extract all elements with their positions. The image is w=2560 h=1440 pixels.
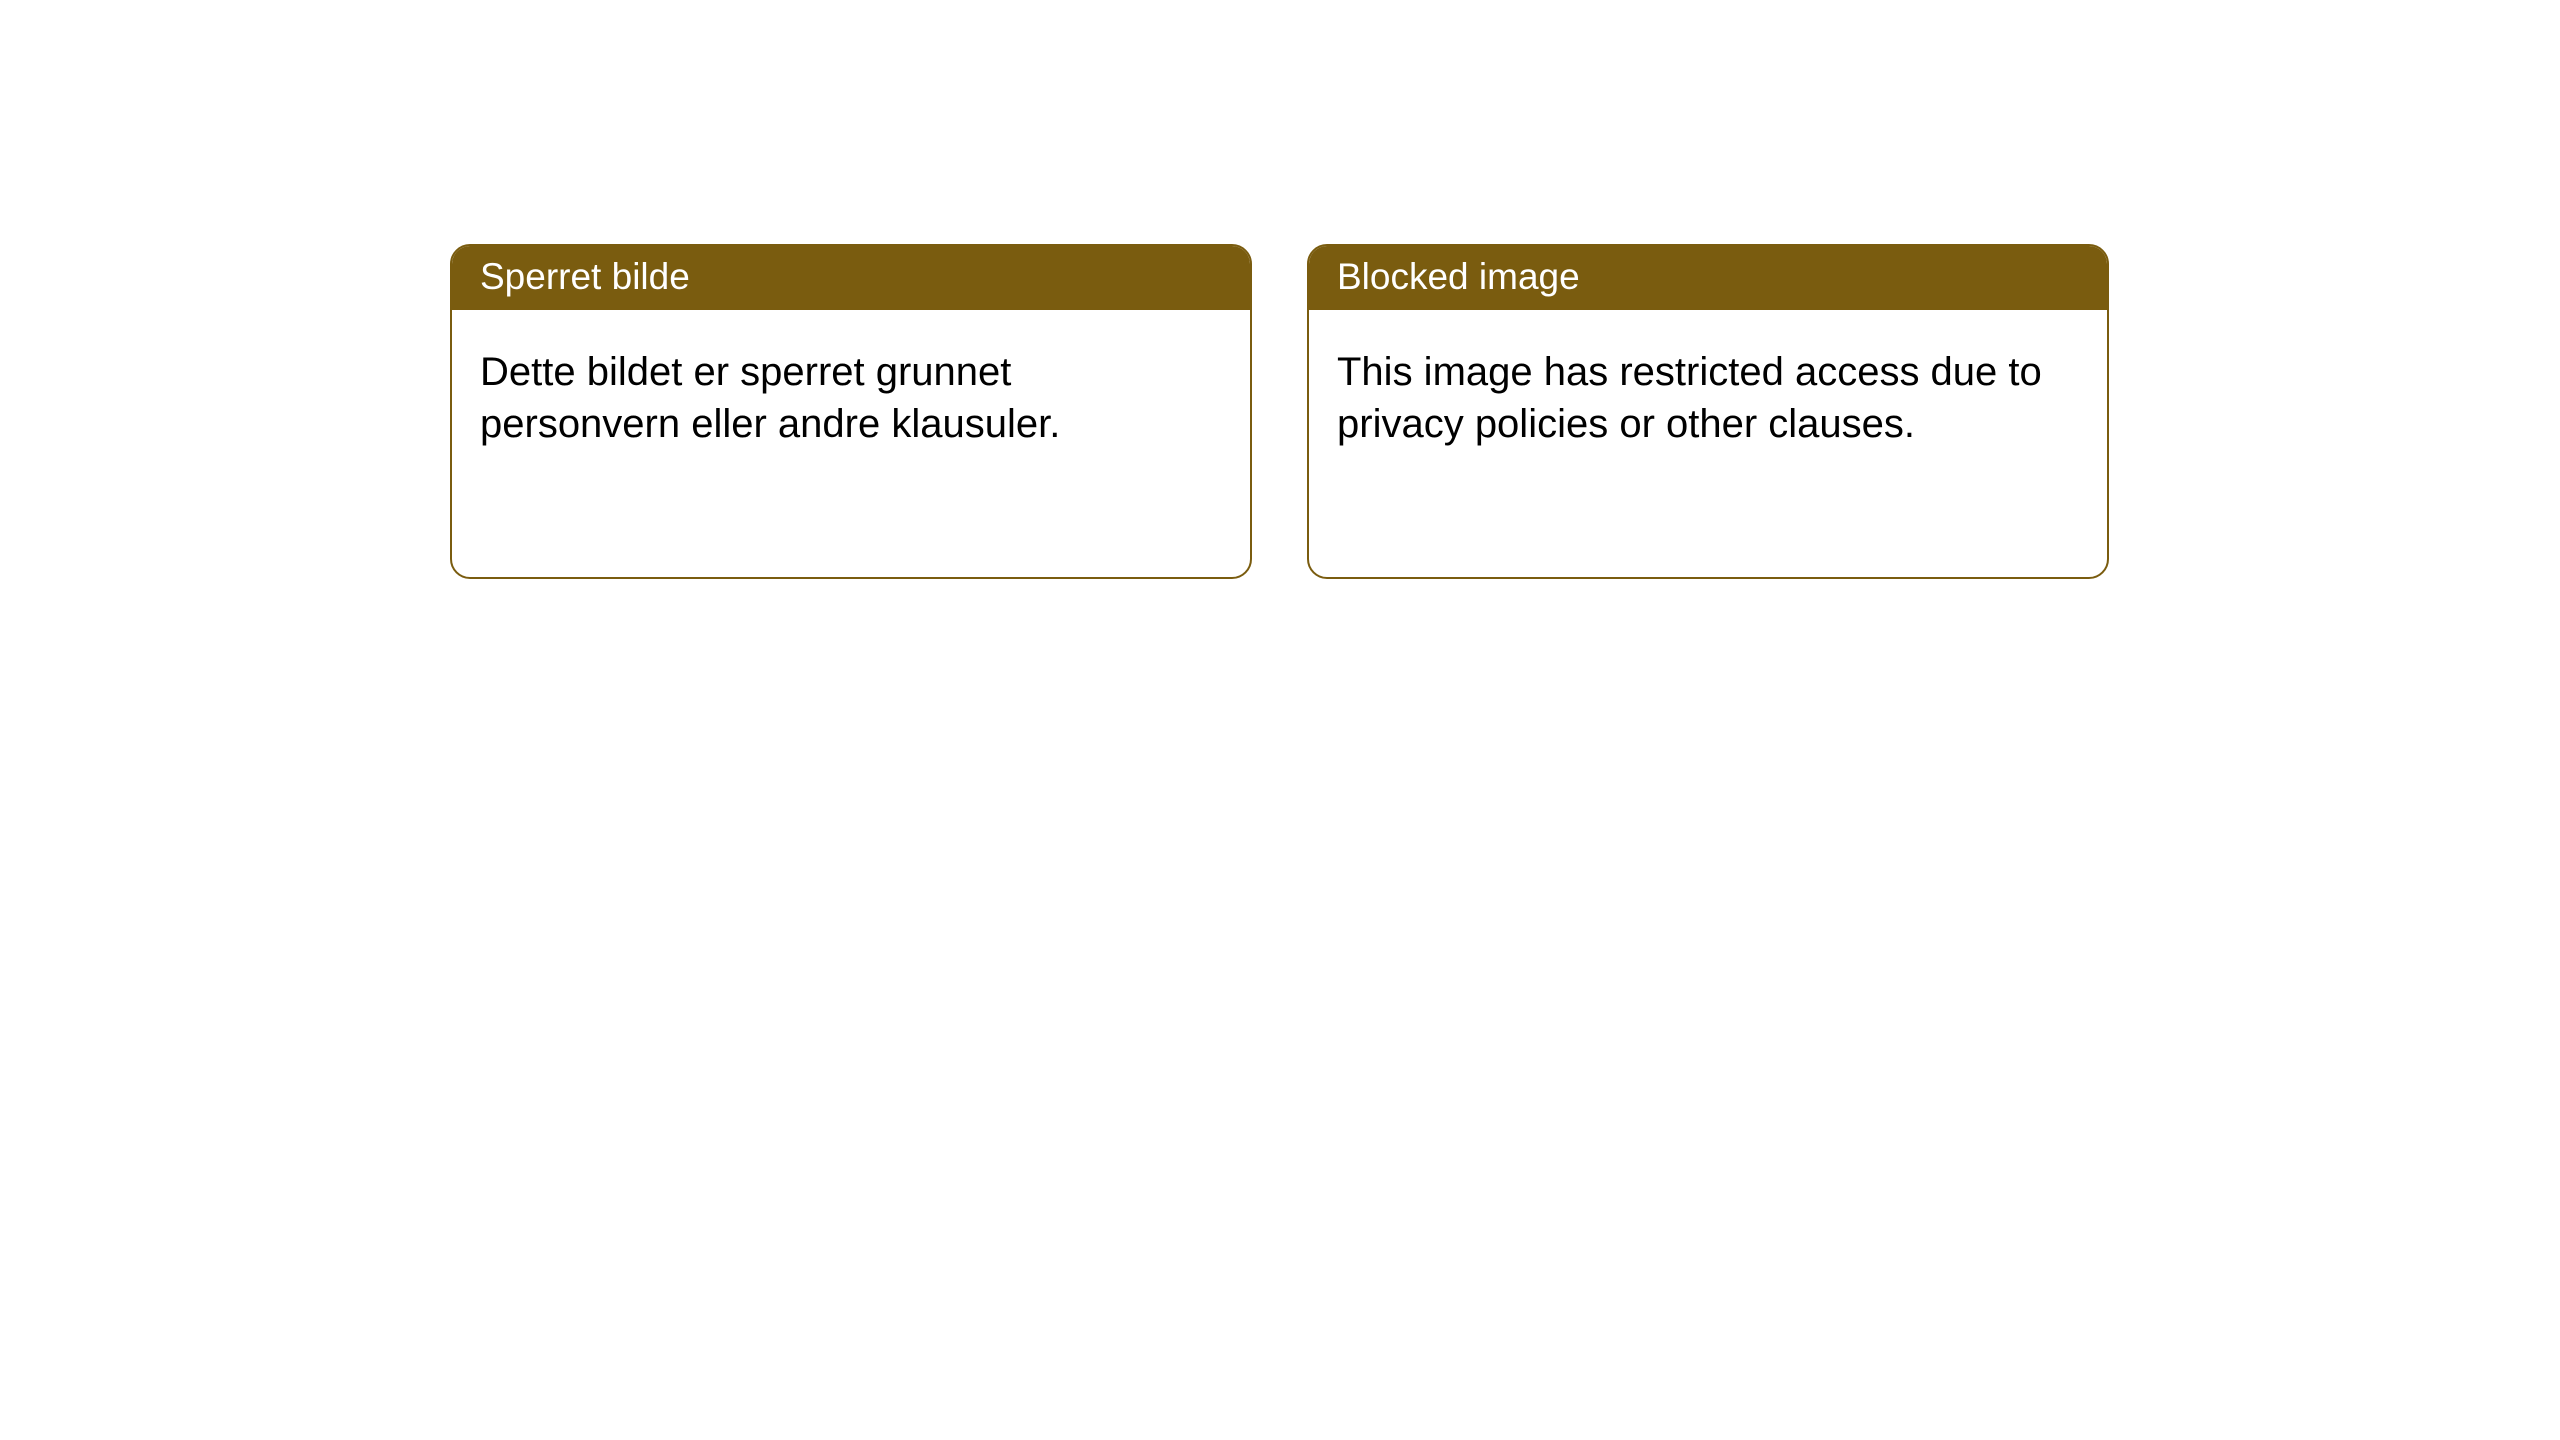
notice-container: Sperret bilde Dette bildet er sperret gr…	[450, 244, 2109, 579]
card-header: Blocked image	[1309, 246, 2107, 310]
card-title: Blocked image	[1337, 256, 1580, 297]
blocked-image-card-en: Blocked image This image has restricted …	[1307, 244, 2109, 579]
card-body-text: This image has restricted access due to …	[1337, 350, 2042, 446]
card-header: Sperret bilde	[452, 246, 1250, 310]
card-title: Sperret bilde	[480, 256, 690, 297]
card-body: Dette bildet er sperret grunnet personve…	[452, 310, 1250, 486]
card-body: This image has restricted access due to …	[1309, 310, 2107, 486]
blocked-image-card-no: Sperret bilde Dette bildet er sperret gr…	[450, 244, 1252, 579]
card-body-text: Dette bildet er sperret grunnet personve…	[480, 350, 1060, 446]
